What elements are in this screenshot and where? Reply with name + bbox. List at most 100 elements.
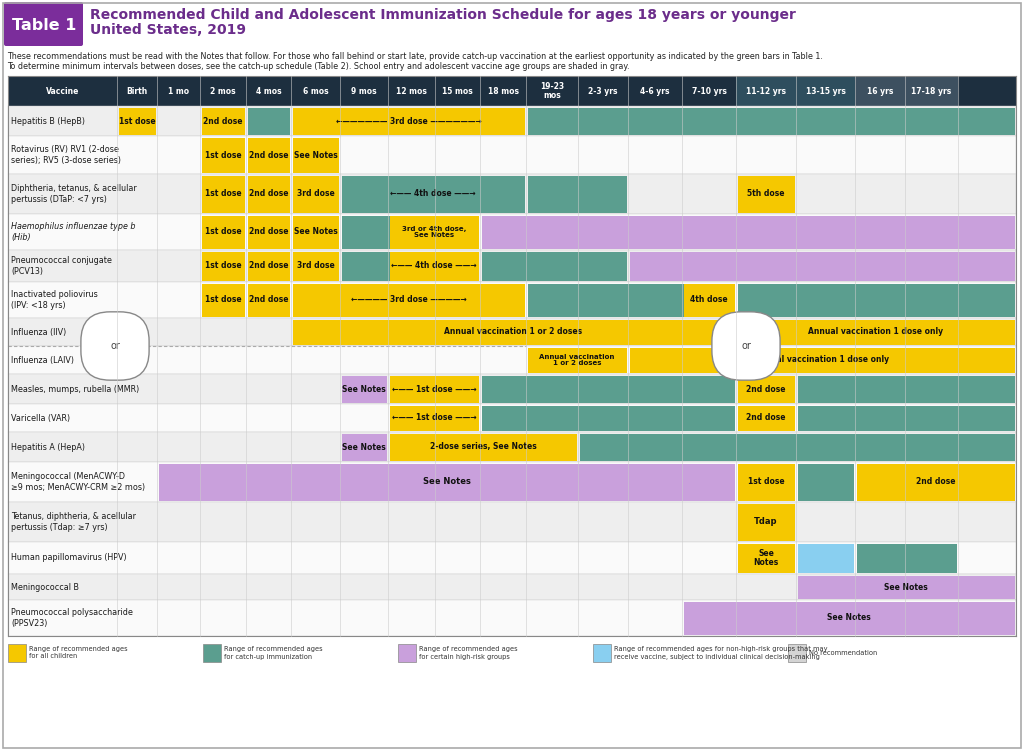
Text: See Notes: See Notes — [294, 150, 337, 159]
Text: ←—— 4th dose ——→: ←—— 4th dose ——→ — [390, 189, 476, 198]
Bar — [481, 252, 627, 281]
Bar — [798, 544, 853, 572]
Bar — [389, 433, 577, 460]
Text: Tetanus, diphtheria, & acellular
pertussis (Tdap: ≥7 yrs): Tetanus, diphtheria, & acellular pertuss… — [11, 512, 136, 532]
Bar — [202, 252, 245, 281]
Bar — [8, 214, 1016, 250]
Text: Rotavirus (RV) RV1 (2-dose
series); RV5 (3-dose series): Rotavirus (RV) RV1 (2-dose series); RV5 … — [11, 145, 121, 164]
Text: These recommendations must be read with the Notes that follow. For those who fal: These recommendations must be read with … — [7, 52, 823, 61]
Bar — [798, 575, 1015, 599]
Text: 2nd dose: 2nd dose — [249, 295, 288, 304]
Text: ←—— 1st dose ——→: ←—— 1st dose ——→ — [392, 414, 476, 423]
Text: 4th dose: 4th dose — [690, 295, 728, 304]
Bar — [798, 406, 1015, 430]
Bar — [389, 216, 478, 249]
Bar — [527, 283, 734, 316]
Text: Influenza (IIV): Influenza (IIV) — [11, 327, 67, 336]
Bar — [8, 250, 1016, 282]
Bar — [8, 174, 1016, 214]
Bar — [202, 176, 245, 213]
Text: 2nd dose: 2nd dose — [249, 189, 288, 198]
Text: ←—— 4th dose ——→: ←—— 4th dose ——→ — [391, 261, 477, 270]
Text: See Notes: See Notes — [342, 385, 386, 394]
Text: Meningococcal B: Meningococcal B — [11, 583, 79, 592]
Text: Influenza (LAIV): Influenza (LAIV) — [11, 355, 74, 364]
Text: 2nd dose: 2nd dose — [249, 228, 288, 237]
Text: No recommendation: No recommendation — [809, 650, 878, 656]
Bar — [855, 76, 905, 106]
Bar — [248, 283, 290, 316]
Text: Human papillomavirus (HPV): Human papillomavirus (HPV) — [11, 553, 127, 562]
Bar — [527, 176, 627, 213]
Text: 1st dose: 1st dose — [205, 189, 242, 198]
Text: 2nd dose: 2nd dose — [746, 385, 785, 394]
Text: 7-10 yrs: 7-10 yrs — [691, 86, 726, 95]
Text: 2nd dose: 2nd dose — [203, 116, 243, 125]
Text: 3rd or 4th dose,
See Notes: 3rd or 4th dose, See Notes — [401, 226, 466, 238]
Text: 18 mos: 18 mos — [487, 86, 518, 95]
Text: Haemophilus influenzae type b
(Hib): Haemophilus influenzae type b (Hib) — [11, 222, 135, 242]
Bar — [293, 319, 734, 345]
Bar — [398, 644, 416, 662]
Text: 12 mos: 12 mos — [396, 86, 427, 95]
Bar — [8, 318, 1016, 346]
Text: or: or — [110, 341, 120, 351]
Text: Annual vaccination 1 or 2 doses: Annual vaccination 1 or 2 doses — [444, 327, 583, 336]
Text: 1st dose: 1st dose — [205, 261, 242, 270]
Text: United States, 2019: United States, 2019 — [90, 23, 246, 37]
Text: 6 mos: 6 mos — [303, 86, 329, 95]
Text: 11-12 yrs: 11-12 yrs — [746, 86, 786, 95]
Text: ←—— 1st dose ——→: ←—— 1st dose ——→ — [392, 385, 476, 394]
Bar — [248, 216, 290, 249]
Bar — [481, 216, 1015, 249]
Bar — [202, 283, 245, 316]
Bar — [8, 502, 1016, 542]
Bar — [737, 503, 795, 541]
Text: 3rd dose: 3rd dose — [297, 261, 335, 270]
Text: Range of recommended ages
for certain high-risk groups: Range of recommended ages for certain hi… — [419, 647, 517, 659]
Text: Vaccine: Vaccine — [46, 86, 79, 95]
Text: Pneumococcal conjugate
(PCV13): Pneumococcal conjugate (PCV13) — [11, 256, 112, 276]
Bar — [788, 644, 806, 662]
Text: Measles, mumps, rubella (MMR): Measles, mumps, rubella (MMR) — [11, 385, 139, 394]
Bar — [341, 252, 478, 281]
Bar — [8, 542, 1016, 574]
Text: See Notes: See Notes — [827, 614, 870, 623]
Text: Birth: Birth — [126, 86, 147, 95]
Text: Inactivated poliovirus
(IPV: <18 yrs): Inactivated poliovirus (IPV: <18 yrs) — [11, 291, 97, 309]
Text: 1st dose: 1st dose — [205, 228, 242, 237]
Text: See Notes: See Notes — [884, 583, 928, 592]
Bar — [341, 433, 386, 460]
Bar — [8, 574, 1016, 600]
Text: 13-15 yrs: 13-15 yrs — [806, 86, 846, 95]
Text: 1st dose: 1st dose — [205, 150, 242, 159]
Text: 1st dose: 1st dose — [205, 295, 242, 304]
Text: Meningococcal (MenACWY-D
≥9 mos; MenACWY-CRM ≥2 mos): Meningococcal (MenACWY-D ≥9 mos; MenACWY… — [11, 472, 145, 492]
Bar — [737, 176, 795, 213]
Text: Annual vaccination 1 dose only: Annual vaccination 1 dose only — [808, 327, 943, 336]
Bar — [8, 374, 1016, 404]
Text: Hepatitis B (HepB): Hepatitis B (HepB) — [11, 116, 85, 125]
Text: ←———— 3rd dose ————→: ←———— 3rd dose ————→ — [350, 295, 466, 304]
Bar — [389, 376, 478, 403]
Text: To determine minimum intervals between doses, see the catch-up schedule (Table 2: To determine minimum intervals between d… — [7, 62, 630, 71]
Bar — [8, 600, 1016, 636]
Bar — [8, 432, 1016, 462]
Text: or: or — [741, 341, 751, 351]
Bar — [737, 319, 1015, 345]
Bar — [630, 252, 1015, 281]
Text: 4 mos: 4 mos — [256, 86, 282, 95]
Text: Varicella (VAR): Varicella (VAR) — [11, 414, 70, 423]
Bar — [202, 107, 245, 134]
Text: 15 mos: 15 mos — [442, 86, 473, 95]
FancyBboxPatch shape — [4, 2, 83, 46]
Bar — [856, 544, 956, 572]
Text: Annual vaccination
1 or 2 doses: Annual vaccination 1 or 2 doses — [540, 354, 614, 366]
Text: Range of recommended ages
for all children: Range of recommended ages for all childr… — [29, 647, 128, 659]
Bar — [736, 76, 796, 106]
Bar — [248, 176, 290, 213]
Text: 16 yrs: 16 yrs — [866, 86, 893, 95]
Bar — [293, 283, 524, 316]
Text: See Notes: See Notes — [294, 228, 337, 237]
Bar — [683, 283, 734, 316]
